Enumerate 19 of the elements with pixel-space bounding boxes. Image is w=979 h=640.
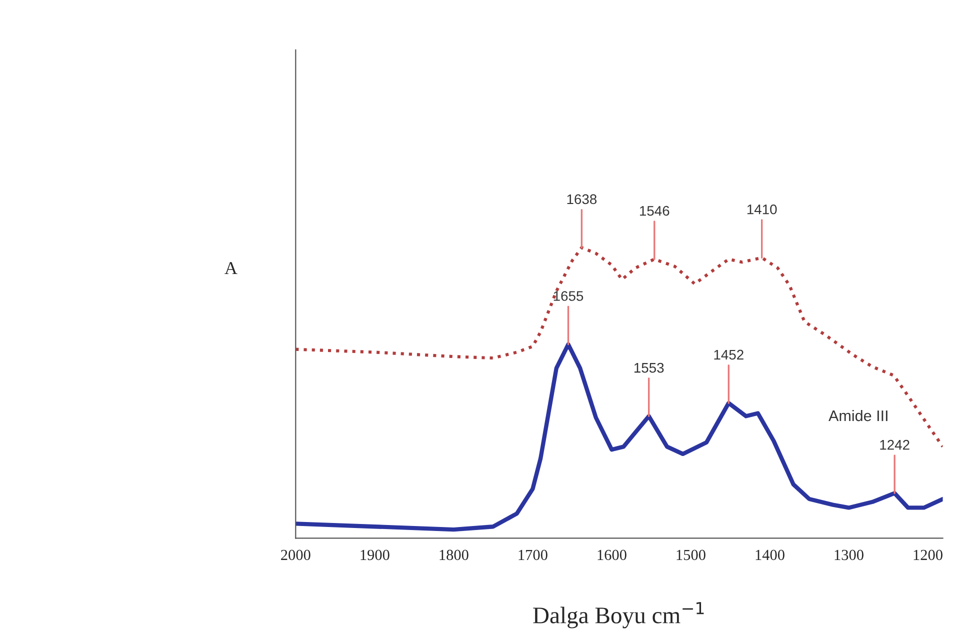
x-tick-label: 1200: [914, 550, 942, 560]
y-axis-title: A: [224, 262, 238, 274]
annotation: 1546: [640, 206, 670, 216]
annotation: 1553: [634, 362, 664, 373]
annotation: 1638: [567, 194, 597, 204]
x-tick-label: 1800: [440, 550, 468, 560]
annotation: 1452: [714, 350, 744, 360]
annotation: Amide III: [828, 410, 888, 422]
x-tick-label: 1600: [598, 550, 626, 560]
x-tick-label: 1500: [676, 550, 706, 560]
annotation: 1410: [747, 204, 777, 214]
annotation: 1655: [554, 291, 584, 301]
x-tick-label: 1400: [756, 550, 784, 560]
x-tick-label: 1300: [834, 550, 864, 560]
x-axis-title: Dalga Boyu cm$^{−1}$: [533, 602, 704, 628]
annotation: 1242: [880, 440, 910, 450]
x-tick-label: 1700: [518, 550, 548, 560]
x-tick-label: 2000: [281, 550, 310, 560]
x-tick-label: 1900: [360, 550, 390, 560]
